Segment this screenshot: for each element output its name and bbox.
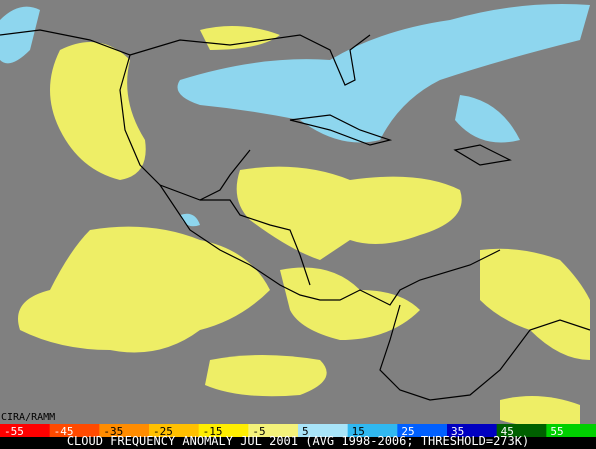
colorbar-label: -45: [54, 425, 74, 438]
colorbar-swatch: [496, 424, 547, 437]
colorbar-label: 25: [401, 425, 414, 438]
colorbar-label: -25: [153, 425, 173, 438]
cloud-increase: [0, 4, 590, 227]
colorbar-label: -55: [4, 425, 24, 438]
colorbar-label: 35: [451, 425, 464, 438]
colorbar-label: -5: [252, 425, 265, 438]
colorbar-swatch: [149, 424, 200, 437]
credit: CIRA/RAMM: [1, 412, 55, 423]
cloud-decrease: [18, 26, 590, 427]
colorbar-swatch: [248, 424, 299, 437]
colorbar-swatch: [198, 424, 249, 437]
colorbar-swatch: [99, 424, 150, 437]
colorbar-label: 15: [352, 425, 365, 438]
colorbar-swatch: [49, 424, 100, 437]
colorbar-swatch: [397, 424, 448, 437]
colorbar-swatch: [347, 424, 398, 437]
colorbar-label: 45: [501, 425, 514, 438]
coastlines: [0, 29, 591, 401]
colorbar-swatch: [546, 424, 596, 437]
colorbar-label: -35: [103, 425, 123, 438]
colorbar: -55 -45 -35 -25 -15 -5 5 15 25 35 45 55: [0, 424, 596, 438]
colorbar-label: 55: [550, 425, 563, 438]
colorbar-label: -15: [203, 425, 223, 438]
colorbar-swatch: [0, 424, 51, 437]
colorbar-label: 5: [302, 425, 309, 438]
caption: CLOUD FREQUENCY ANOMALY JUL 2001 (AVG 19…: [67, 434, 529, 448]
colorbar-swatch: [447, 424, 498, 437]
colorbar-swatch: [298, 424, 349, 437]
